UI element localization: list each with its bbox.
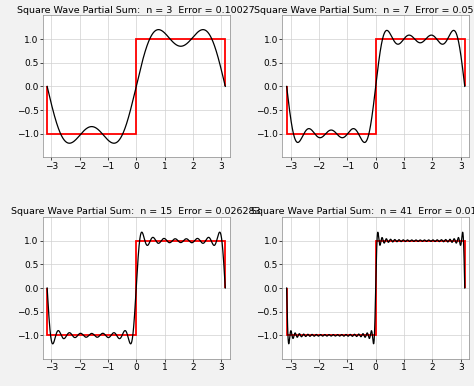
Title: Square Wave Partial Sum:  n = 41  Error = 0.010666: Square Wave Partial Sum: n = 41 Error = … (251, 207, 474, 216)
Title: Square Wave Partial Sum:  n = 7  Error = 0.051357: Square Wave Partial Sum: n = 7 Error = 0… (254, 6, 474, 15)
Title: Square Wave Partial Sum:  n = 3  Error = 0.10027: Square Wave Partial Sum: n = 3 Error = 0… (18, 6, 255, 15)
Title: Square Wave Partial Sum:  n = 15  Error = 0.026283: Square Wave Partial Sum: n = 15 Error = … (11, 207, 261, 216)
